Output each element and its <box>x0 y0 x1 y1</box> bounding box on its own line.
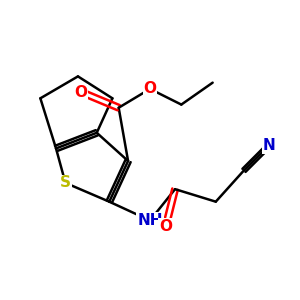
Text: NH: NH <box>137 213 163 228</box>
Text: O: O <box>143 81 157 96</box>
Text: S: S <box>60 176 71 190</box>
Text: N: N <box>263 138 275 153</box>
Text: O: O <box>75 85 88 100</box>
Text: O: O <box>159 219 172 234</box>
